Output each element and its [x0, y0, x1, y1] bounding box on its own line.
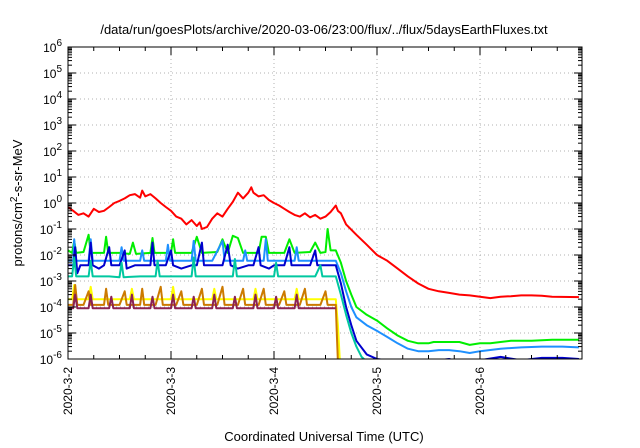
y-tick-base: 10 [43, 171, 57, 185]
y-tick-exp: 5 [56, 64, 62, 75]
y-tick-base: 10 [43, 145, 57, 159]
y-tick-base: 10 [43, 41, 57, 55]
y-tick-label: 100 [43, 194, 62, 211]
y-tick-label: 10-4 [40, 298, 63, 315]
y-tick-label: 105 [43, 64, 62, 81]
y-tick-label: 10-3 [40, 272, 63, 289]
series-line-5 [68, 284, 341, 359]
y-tick-base: 10 [43, 197, 57, 211]
y-tick-base: 10 [40, 301, 54, 315]
y-tick-exp: -2 [53, 246, 62, 257]
series-line-3 [68, 241, 579, 359]
y-tick-exp: 4 [56, 90, 62, 101]
series-line-6 [68, 284, 339, 359]
y-tick-label: 10-5 [40, 324, 63, 341]
series-lines [68, 186, 579, 359]
y-tick-base: 10 [43, 67, 57, 81]
y-tick-base: 10 [40, 327, 54, 341]
y-tick-exp: 6 [56, 38, 62, 49]
x-tick-label: 2020-3-3 [164, 367, 178, 415]
y-tick-exp: -6 [53, 350, 62, 361]
y-tick-label: 10-2 [40, 246, 63, 263]
series-line-7 [68, 293, 336, 310]
y-tick-base: 10 [40, 223, 54, 237]
x-tick-labels: 2020-3-2 2020-3-3 2020-3-4 2020-3-5 2020-3-6 [61, 367, 487, 415]
y-tick-label: 102 [43, 142, 62, 159]
y-tick-label: 106 [43, 38, 62, 55]
y-tick-exp: -3 [53, 272, 62, 283]
y-axis-label-base: protons/cm [10, 202, 25, 266]
x-tick-label: 2020-3-6 [473, 367, 487, 415]
y-tick-exp: 3 [56, 116, 62, 127]
y-axis-label-sup: 2 [9, 196, 20, 202]
y-tick-exp: -1 [53, 220, 62, 231]
y-tick-exp: -4 [53, 298, 62, 309]
series-line-4 [68, 256, 366, 359]
x-tick-label: 2020-3-2 [61, 367, 75, 415]
series-line-1 [68, 228, 579, 346]
x-tick-label: 2020-3-5 [370, 367, 384, 415]
y-tick-label: 10-1 [40, 220, 63, 237]
y-tick-base: 10 [43, 119, 57, 133]
series-line-0 [68, 186, 579, 300]
y-axis-label-rest: -s-sr-MeV [10, 139, 25, 196]
y-tick-exp: 0 [56, 194, 62, 205]
y-tick-exp: 1 [56, 168, 62, 179]
y-tick-label: 101 [43, 168, 62, 185]
y-tick-labels: 10-610-510-410-310-210-11001011021031041… [40, 38, 63, 367]
y-tick-base: 10 [43, 93, 57, 107]
y-tick-exp: -5 [53, 324, 62, 335]
y-tick-label: 104 [43, 90, 62, 107]
y-axis-label: protons/cm2-s-sr-MeV [9, 139, 25, 266]
axis-ticks [67, 46, 582, 360]
y-tick-base: 10 [40, 249, 54, 263]
y-tick-label: 103 [43, 116, 62, 133]
grid-lines [68, 47, 582, 359]
x-tick-label: 2020-3-4 [267, 367, 281, 415]
y-tick-label: 10-6 [40, 350, 63, 367]
y-tick-exp: 2 [56, 142, 62, 153]
chart-title: /data/run/goesPlots/archive/2020-03-06/2… [100, 22, 548, 37]
x-axis-label: Coordinated Universal Time (UTC) [224, 429, 423, 444]
y-tick-base: 10 [40, 275, 54, 289]
y-tick-base: 10 [40, 353, 54, 367]
